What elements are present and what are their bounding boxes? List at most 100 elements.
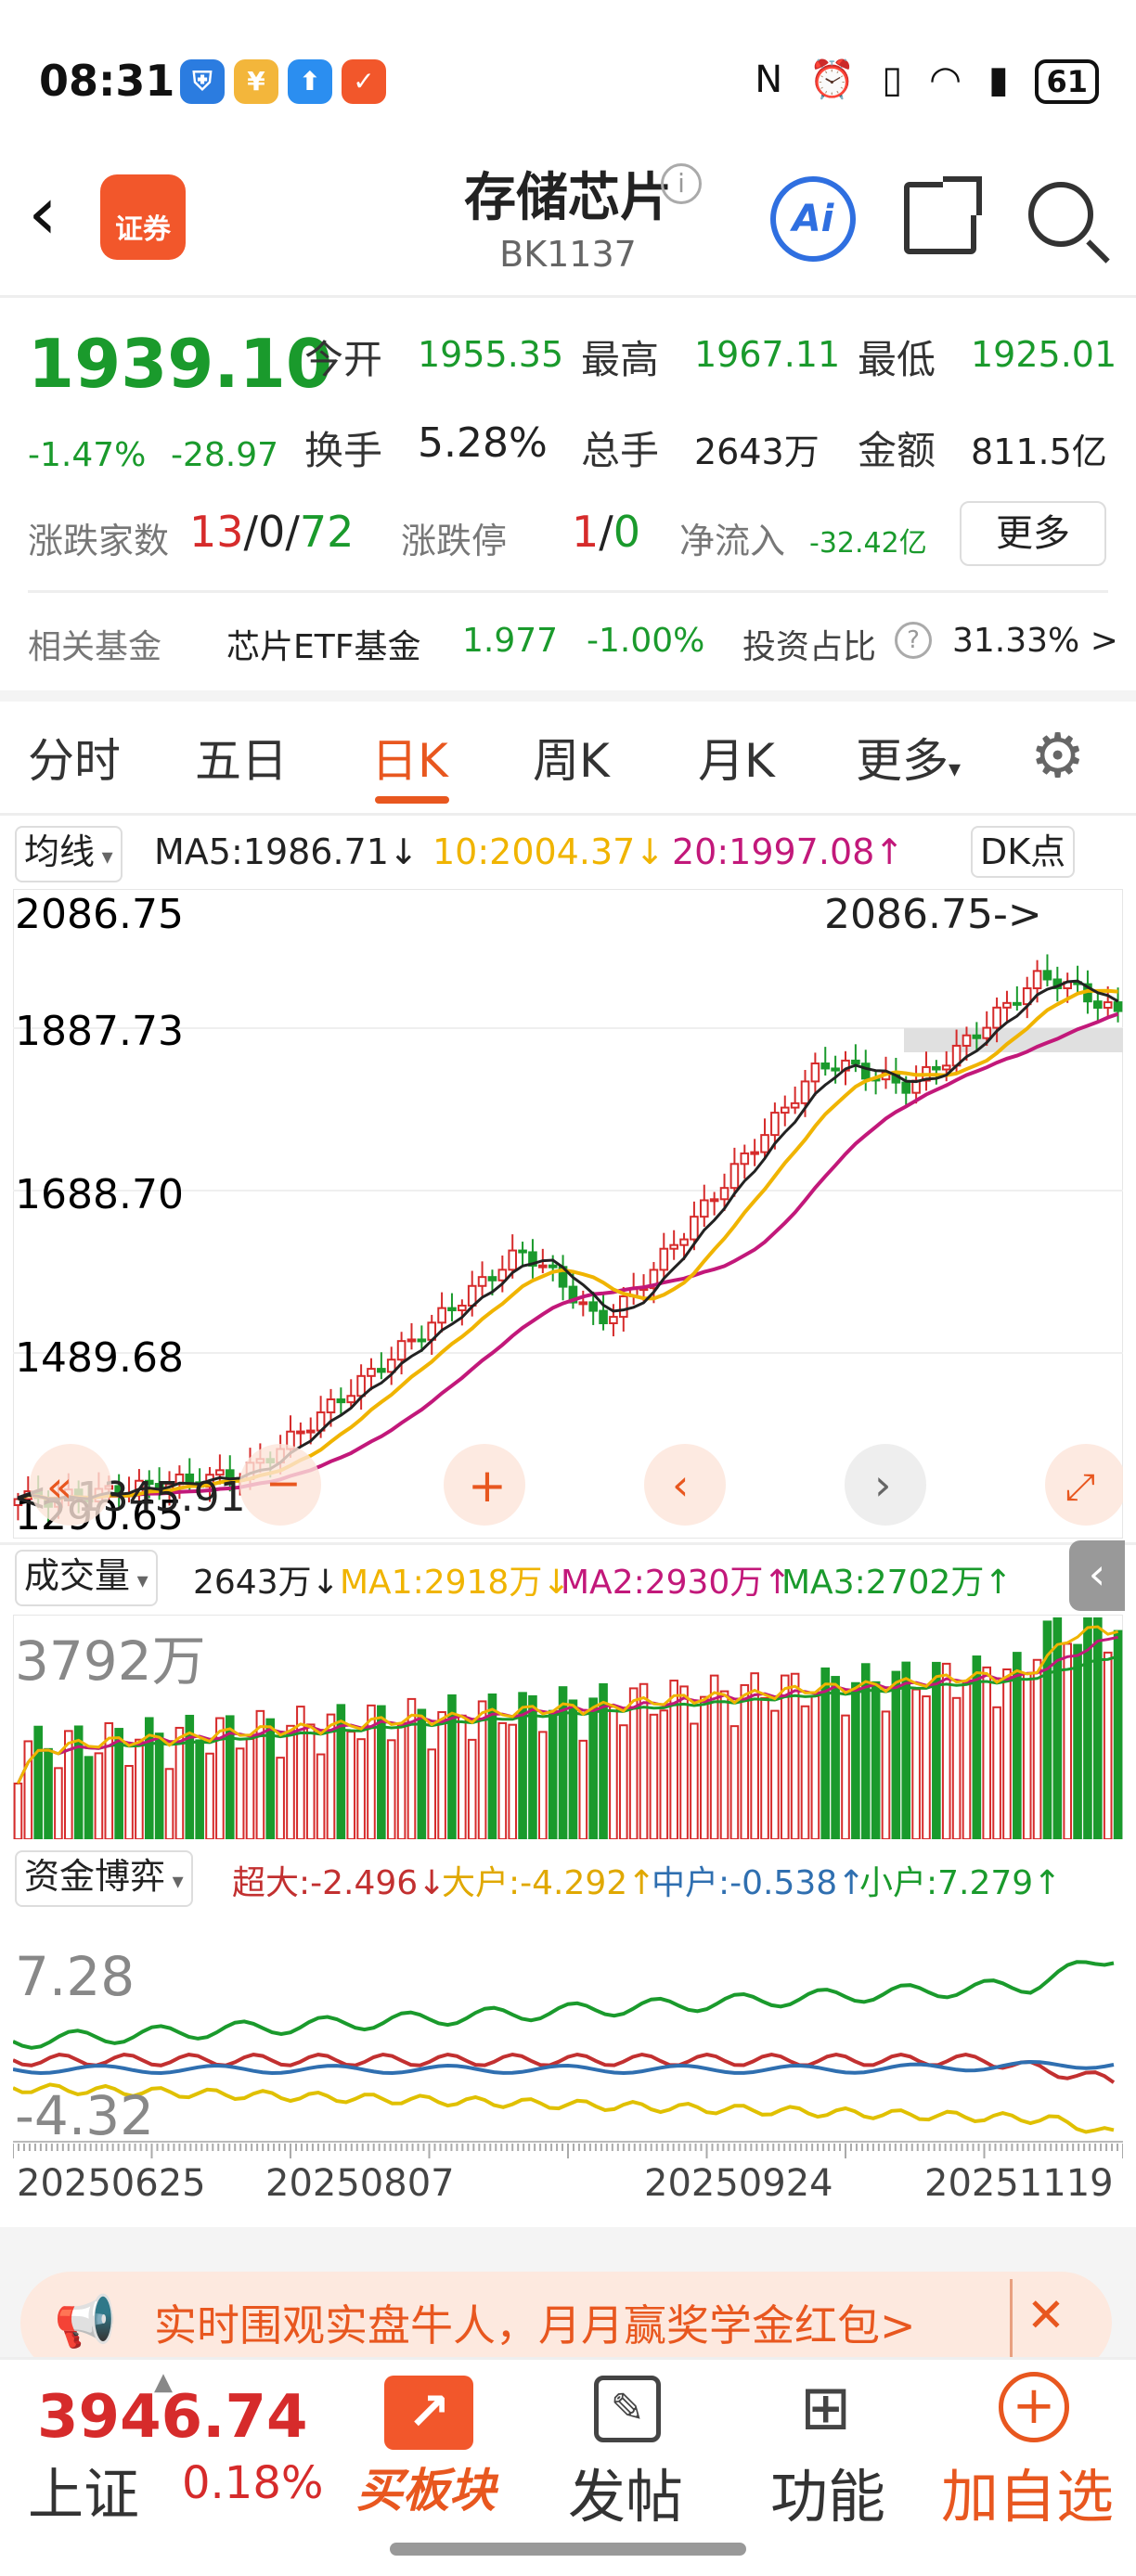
- ratio-value[interactable]: 31.33% >: [952, 622, 1118, 660]
- moneyflow-selector[interactable]: 资金博弈 ▾: [15, 1850, 193, 1907]
- volume-ma1-line: [17, 1625, 1118, 1784]
- volume-bar: [195, 1739, 204, 1839]
- minus-icon: −: [265, 1458, 302, 1508]
- ai-button[interactable]: Ai: [770, 176, 856, 262]
- candle-body: [972, 1034, 982, 1039]
- volume-bar: [164, 1768, 174, 1839]
- prev-button[interactable]: [644, 1444, 726, 1526]
- volume-bar: [144, 1717, 154, 1839]
- chevron-down-icon: ▾: [165, 1868, 184, 1894]
- tab-weekly-k[interactable]: 周K: [533, 734, 610, 788]
- candle-body: [992, 1006, 1001, 1029]
- tab-monthly-k[interactable]: 月K: [698, 734, 775, 788]
- candle-body: [296, 1430, 305, 1435]
- candle-body: [417, 1338, 427, 1343]
- dk-point-selector[interactable]: DK点: [971, 826, 1076, 878]
- promo-text[interactable]: 实时围观实盘牛人，月月赢奖学金红包>: [154, 2300, 916, 2351]
- tab-five-day[interactable]: 五日: [195, 734, 288, 788]
- search-icon[interactable]: [1028, 182, 1093, 247]
- candle-body: [578, 1301, 588, 1306]
- low-value: 1925.01: [971, 334, 1117, 375]
- candle-body: [336, 1398, 346, 1404]
- wifi-icon: ◠: [929, 58, 970, 101]
- candle-body: [790, 1101, 800, 1109]
- volume-bar: [588, 1697, 598, 1839]
- securities-logo[interactable]: 证券: [100, 174, 186, 260]
- y-label-4: 1489.68: [15, 1334, 184, 1382]
- arrow-up-icon: ▲: [154, 2368, 173, 2396]
- grid-icon[interactable]: ⊞: [800, 2372, 852, 2443]
- volume-ma3: MA3:2702万↑: [781, 1564, 1013, 1602]
- volume-bar: [104, 1721, 114, 1839]
- status-bar: 08:31 ⛨ ¥ ⬆ ✓ N ⏰ ▯ ◠ ▮ 61: [0, 0, 1136, 158]
- edit-icon[interactable]: ✎: [594, 2376, 661, 2442]
- tab-daily-k[interactable]: 日K: [371, 734, 448, 788]
- more-button[interactable]: 更多: [960, 501, 1106, 566]
- tab-intraday[interactable]: 分时: [28, 734, 121, 788]
- volume-bar: [618, 1724, 628, 1839]
- y-label-top: 2086.75: [15, 891, 184, 938]
- buy-board-label[interactable]: 买板块: [356, 2464, 496, 2518]
- tab-indicator: [375, 796, 449, 804]
- next-button[interactable]: [845, 1444, 926, 1526]
- volume-bar: [497, 1721, 508, 1839]
- volume-bar: [427, 1748, 437, 1839]
- candle-body: [780, 1106, 790, 1114]
- back-button[interactable]: ‹: [28, 170, 58, 256]
- plus-icon: +: [468, 1459, 507, 1513]
- share-icon[interactable]: [904, 176, 982, 254]
- volume-bar: [174, 1726, 185, 1839]
- volume-bar: [1073, 1643, 1082, 1839]
- candle-body: [770, 1112, 780, 1137]
- add-watchlist-button[interactable]: 加自选: [941, 2463, 1115, 2531]
- settings-gear-icon[interactable]: ⚙: [1030, 720, 1086, 792]
- chevron-down-icon: ▾: [95, 844, 113, 869]
- index-name[interactable]: 上证: [28, 2463, 139, 2528]
- volume-bar: [1032, 1658, 1042, 1839]
- kline-chart[interactable]: 2086.75 1887.73 1688.70 1489.68 1290.65 …: [13, 889, 1123, 1539]
- home-indicator[interactable]: [390, 2543, 746, 2556]
- plus-circle-icon[interactable]: +: [999, 2372, 1069, 2442]
- collapse-panel-button[interactable]: ‹: [1069, 1540, 1125, 1611]
- candle-body: [477, 1276, 487, 1287]
- chevron-left-icon: ‹: [1088, 1549, 1106, 1599]
- chevron-right-icon: ›: [874, 1460, 891, 1510]
- promo-banner[interactable]: [20, 2272, 1112, 2374]
- chevron-down-icon: ▾: [949, 755, 962, 783]
- moneyflow-chart[interactable]: 7.28 -4.32: [13, 1949, 1123, 2144]
- candle-body: [860, 1063, 871, 1080]
- volume-bar: [750, 1672, 759, 1839]
- zoom-in-button[interactable]: [444, 1444, 525, 1526]
- ma-selector[interactable]: 均线 ▾: [15, 826, 123, 882]
- candle-body: [588, 1301, 598, 1312]
- candle-body: [1002, 1001, 1012, 1009]
- fullscreen-button[interactable]: [1045, 1444, 1123, 1526]
- functions-button[interactable]: 功能: [770, 2463, 886, 2531]
- close-icon[interactable]: ✕: [1026, 2288, 1065, 2342]
- volume-bar: [114, 1728, 123, 1839]
- rewind-button[interactable]: [30, 1444, 111, 1526]
- volume-bar: [386, 1739, 396, 1839]
- help-icon[interactable]: ?: [895, 622, 932, 659]
- post-button[interactable]: 发帖: [568, 2463, 684, 2531]
- candle-body: [690, 1216, 699, 1241]
- volume-bar: [23, 1740, 33, 1839]
- candle-body: [1032, 970, 1042, 990]
- volume-bar: [124, 1765, 134, 1839]
- fund-name[interactable]: 芯片ETF基金: [226, 628, 421, 666]
- tab-more[interactable]: 更多▾: [856, 734, 962, 788]
- info-icon[interactable]: i: [661, 163, 702, 204]
- buy-board-icon[interactable]: ↗: [384, 2376, 473, 2450]
- zoom-out-button[interactable]: [239, 1444, 321, 1526]
- volume-chart[interactable]: 3792万: [13, 1615, 1123, 1839]
- volume-bar: [659, 1709, 669, 1839]
- large-line: [13, 2082, 1115, 2134]
- candle-body: [618, 1294, 628, 1319]
- index-value[interactable]: 3946.74: [37, 2383, 308, 2452]
- volume-bar: [628, 1687, 639, 1839]
- volume-selector[interactable]: 成交量 ▾: [15, 1550, 158, 1606]
- securities-app-icon: ✓: [342, 59, 386, 104]
- turnover-label: 换手: [304, 428, 383, 473]
- mid-value: 中户:-0.538↑: [652, 1864, 866, 1902]
- section-gap: [0, 690, 1136, 702]
